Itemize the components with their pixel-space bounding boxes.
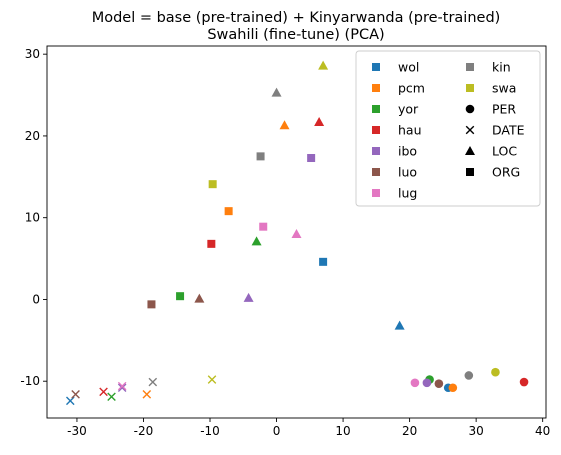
legend-marker-swa: [466, 84, 474, 92]
y-tick-label: 30: [25, 47, 40, 61]
x-tick-label: -20: [134, 424, 154, 438]
y-tick-label: -10: [20, 374, 40, 388]
data-point-hau-org: [207, 239, 216, 248]
y-tick-label: 0: [32, 292, 40, 306]
legend: wol pcm yor hau ibo luo lug kin swa PER DATE LOC ORG: [355, 50, 541, 207]
legend-marker-ibo: [372, 147, 380, 155]
data-point-ibo-loc: [243, 292, 254, 302]
legend-label-yor: yor: [398, 102, 419, 117]
legend-marker-hau: [372, 126, 380, 134]
x-tick-label: -10: [200, 424, 220, 438]
data-point-lug-per: [410, 378, 420, 388]
data-point-swa-loc: [318, 60, 329, 70]
data-point-wol-loc: [394, 320, 405, 330]
x-tick-label: 0: [273, 424, 281, 438]
data-point-pcm-per: [448, 383, 458, 393]
y-tick-label: 10: [25, 211, 40, 225]
x-tick-label: 40: [535, 424, 550, 438]
data-point-swa-per: [491, 367, 500, 377]
legend-label-pcm: pcm: [398, 81, 425, 96]
legend-marker-kin: [466, 63, 474, 71]
plot-frame: [46, 45, 547, 419]
plot-area: -30 -20 -10 0 10 20 30 40 -10 0 10 20 30: [20, 45, 550, 438]
y-tick-label: 20: [25, 129, 40, 143]
data-point-swa-date: [207, 375, 217, 384]
legend-marker-per: [465, 104, 475, 114]
legend-label-lug: lug: [398, 186, 417, 201]
legend-marker-yor: [372, 105, 380, 113]
legend-label-luo: luo: [398, 165, 417, 180]
legend-marker-wol: [372, 63, 380, 71]
legend-label-loc: LOC: [492, 144, 517, 159]
legend-marker-date: [465, 125, 475, 135]
x-tick-label: 30: [468, 424, 483, 438]
data-point-luo-per: [434, 379, 444, 388]
data-point-kin-per: [464, 371, 474, 380]
data-point-lug-org: [259, 222, 268, 231]
chart-title: Model = base (pre-trained) + Kinyarwanda…: [92, 10, 501, 26]
data-point-hau-per: [519, 377, 529, 387]
data-point-luo-org: [147, 300, 156, 309]
data-point-lug-date: [117, 381, 127, 391]
data-point-kin-date: [148, 377, 158, 387]
data-point-pcm-loc: [279, 120, 290, 130]
data-point-hau-loc: [314, 117, 325, 127]
data-point-ibo-org: [307, 154, 316, 163]
data-point-swa-org: [208, 180, 217, 189]
legend-label-kin: kin: [492, 60, 511, 75]
data-point-lug-loc: [291, 229, 302, 239]
x-tick-label: -30: [67, 424, 87, 438]
data-point-yor-date: [107, 392, 116, 402]
data-point-luo-loc: [194, 293, 205, 303]
legend-marker-org: [466, 168, 474, 176]
legend-label-org: ORG: [492, 165, 520, 180]
data-point-luo-date: [71, 389, 80, 399]
data-point-ibo-date: [117, 383, 127, 393]
data-point-ibo-per: [422, 378, 432, 388]
legend-marker-lug: [372, 189, 380, 197]
legend-marker-pcm: [372, 84, 380, 92]
x-tick-label: 20: [402, 424, 417, 438]
legend-label-wol: wol: [398, 60, 419, 75]
data-point-hau-date: [99, 387, 108, 397]
data-point-kin-org: [256, 152, 265, 161]
legend-marker-loc: [465, 146, 475, 155]
legend-label-swa: swa: [492, 81, 516, 96]
chart-subtitle: Swahili (fine-tune) (PCA): [207, 27, 384, 43]
legend-label-hau: hau: [398, 123, 422, 138]
data-point-wol-org: [319, 257, 328, 266]
legend-label-date: DATE: [492, 123, 525, 138]
data-point-yor-loc: [251, 236, 262, 246]
legend-label-ibo: ibo: [398, 144, 417, 159]
data-point-yor-org: [176, 292, 185, 301]
legend-label-per: PER: [492, 102, 516, 117]
data-point-pcm-org: [224, 207, 233, 216]
legend-box: [355, 50, 541, 207]
legend-marker-luo: [372, 168, 380, 176]
data-point-wol-date: [65, 396, 75, 406]
data-point-kin-loc: [271, 87, 282, 97]
data-point-pcm-date: [142, 389, 152, 399]
x-tick-label: 10: [335, 424, 350, 438]
